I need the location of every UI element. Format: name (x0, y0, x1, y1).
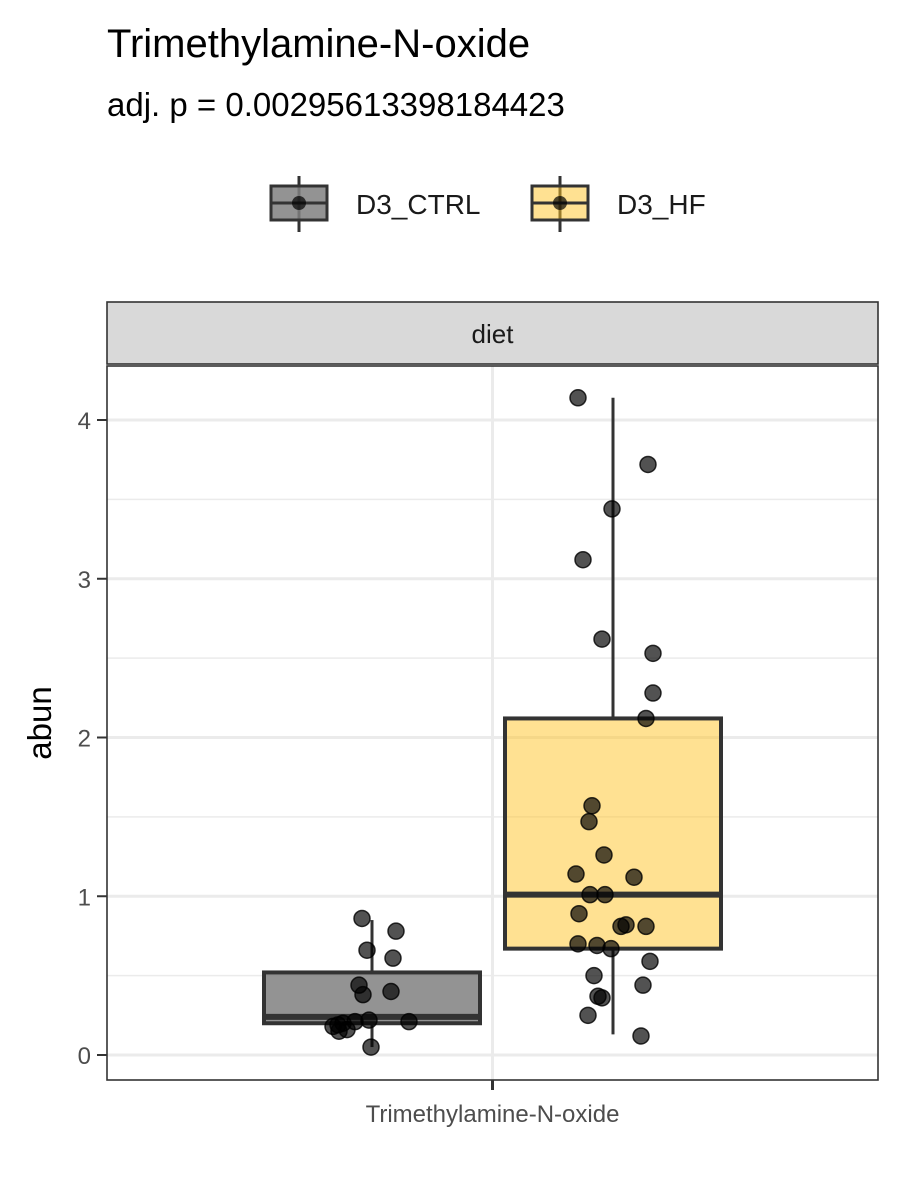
x-axis: Trimethylamine-N-oxide (366, 1080, 620, 1128)
data-point-hf (637, 917, 655, 936)
data-point-hf (634, 976, 652, 994)
data-point-hf (583, 797, 601, 815)
data-point-hf (602, 939, 620, 958)
data-point-hf (581, 885, 599, 904)
data-point-hf (569, 389, 587, 407)
data-point-ctrl (400, 1012, 418, 1031)
data-point-ctrl (362, 1038, 380, 1056)
y-axis-title: abun (21, 686, 58, 759)
boxes (262, 397, 723, 1048)
data-point-hf (585, 966, 603, 985)
data-point-ctrl (358, 941, 376, 959)
chart-title: Trimethylamine-N-oxide (107, 22, 530, 66)
data-point-hf (612, 917, 630, 936)
data-point-hf (593, 989, 611, 1007)
legend-key-hf (530, 176, 590, 232)
data-point-hf (579, 1006, 597, 1025)
legend-label-ctrl: D3_CTRL (356, 189, 480, 220)
data-point-ctrl (353, 909, 371, 928)
data-point-hf (603, 500, 621, 518)
data-point-hf (596, 885, 614, 904)
data-point-ctrl (354, 985, 372, 1004)
y-tick-label: 0 (78, 1043, 91, 1070)
data-point-hf (644, 684, 662, 702)
data-point-hf (580, 812, 598, 831)
data-point-hf (567, 865, 585, 883)
chart-subtitle: adj. p = 0.00295613398184423 (107, 86, 565, 123)
gridlines (107, 366, 878, 1080)
y-tick-label: 3 (78, 567, 91, 594)
legend-key-ctrl (269, 176, 329, 232)
data-point-hf (593, 630, 611, 648)
data-point-hf (574, 550, 592, 569)
y-tick-label: 1 (78, 884, 91, 911)
facet-strip: diet (106, 301, 879, 365)
y-tick-label: 4 (78, 408, 91, 435)
legend: D3_CTRL D3_HF (269, 176, 706, 232)
box-hf (503, 716, 723, 951)
data-points (324, 389, 662, 1056)
x-tick-label: Trimethylamine-N-oxide (366, 1101, 620, 1128)
data-point-ctrl (330, 1022, 348, 1040)
data-point-ctrl (384, 949, 402, 967)
data-point-ctrl (382, 982, 400, 1001)
data-point-hf (570, 904, 588, 923)
data-point-ctrl (387, 922, 405, 940)
data-point-hf (644, 644, 662, 663)
data-point-hf (637, 709, 655, 728)
y-tick-label: 2 (78, 726, 91, 753)
data-point-hf (625, 868, 643, 886)
facet-label: diet (472, 319, 515, 349)
data-point-hf (632, 1027, 650, 1045)
data-point-hf (641, 952, 659, 971)
legend-label-hf: D3_HF (617, 189, 706, 220)
y-axis: 0 1 2 3 4 (78, 408, 107, 1070)
data-point-hf (595, 846, 613, 864)
data-point-hf (569, 935, 587, 953)
data-point-hf (639, 455, 657, 474)
